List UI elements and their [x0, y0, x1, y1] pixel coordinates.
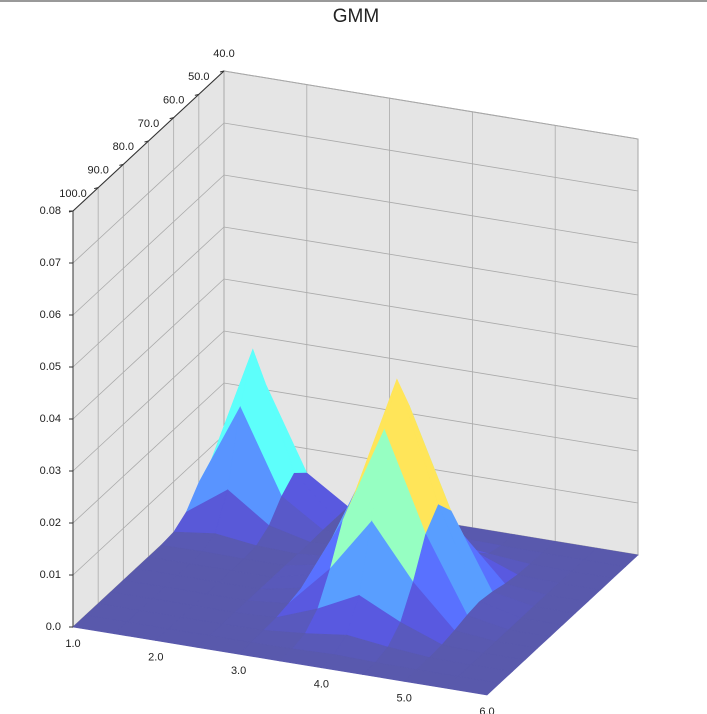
- y-tick-label: 40.0: [213, 48, 234, 60]
- z-tick-label: 0.03: [40, 465, 61, 477]
- z-tick-label: 0.05: [40, 361, 61, 373]
- y-tick-label: 70.0: [138, 118, 159, 130]
- y-tick-label: 80.0: [113, 141, 134, 153]
- tick-mark: [94, 187, 99, 190]
- z-tick-label: 0.04: [40, 413, 61, 425]
- x-tick-label: 6.0: [479, 706, 494, 714]
- tick-mark: [169, 117, 174, 120]
- z-tick-label: 0.01: [40, 569, 61, 581]
- x-tick-label: 5.0: [397, 692, 412, 704]
- y-tick-label: 100.0: [59, 188, 87, 200]
- z-tick-label: 0.06: [40, 309, 61, 321]
- tick-mark: [119, 163, 124, 166]
- z-tick-label: 0.0: [46, 621, 61, 633]
- z-tick-label: 0.07: [40, 257, 61, 269]
- y-tick-label: 60.0: [163, 95, 184, 107]
- y-tick-label: 90.0: [87, 165, 108, 177]
- x-tick-label: 4.0: [314, 679, 329, 691]
- x-tick-label: 1.0: [65, 638, 80, 650]
- surface-patch: [444, 676, 501, 696]
- z-tick-label: 0.02: [40, 517, 61, 529]
- tick-mark: [144, 140, 149, 143]
- x-tick-label: 3.0: [231, 665, 246, 677]
- tick-mark: [219, 70, 225, 73]
- y-tick-label: 50.0: [188, 71, 209, 83]
- x-tick-label: 2.0: [148, 652, 163, 664]
- chart-title: GMM: [333, 6, 379, 27]
- tick-mark: [68, 210, 74, 213]
- z-tick-label: 0.08: [40, 205, 61, 217]
- tick-mark: [194, 93, 199, 96]
